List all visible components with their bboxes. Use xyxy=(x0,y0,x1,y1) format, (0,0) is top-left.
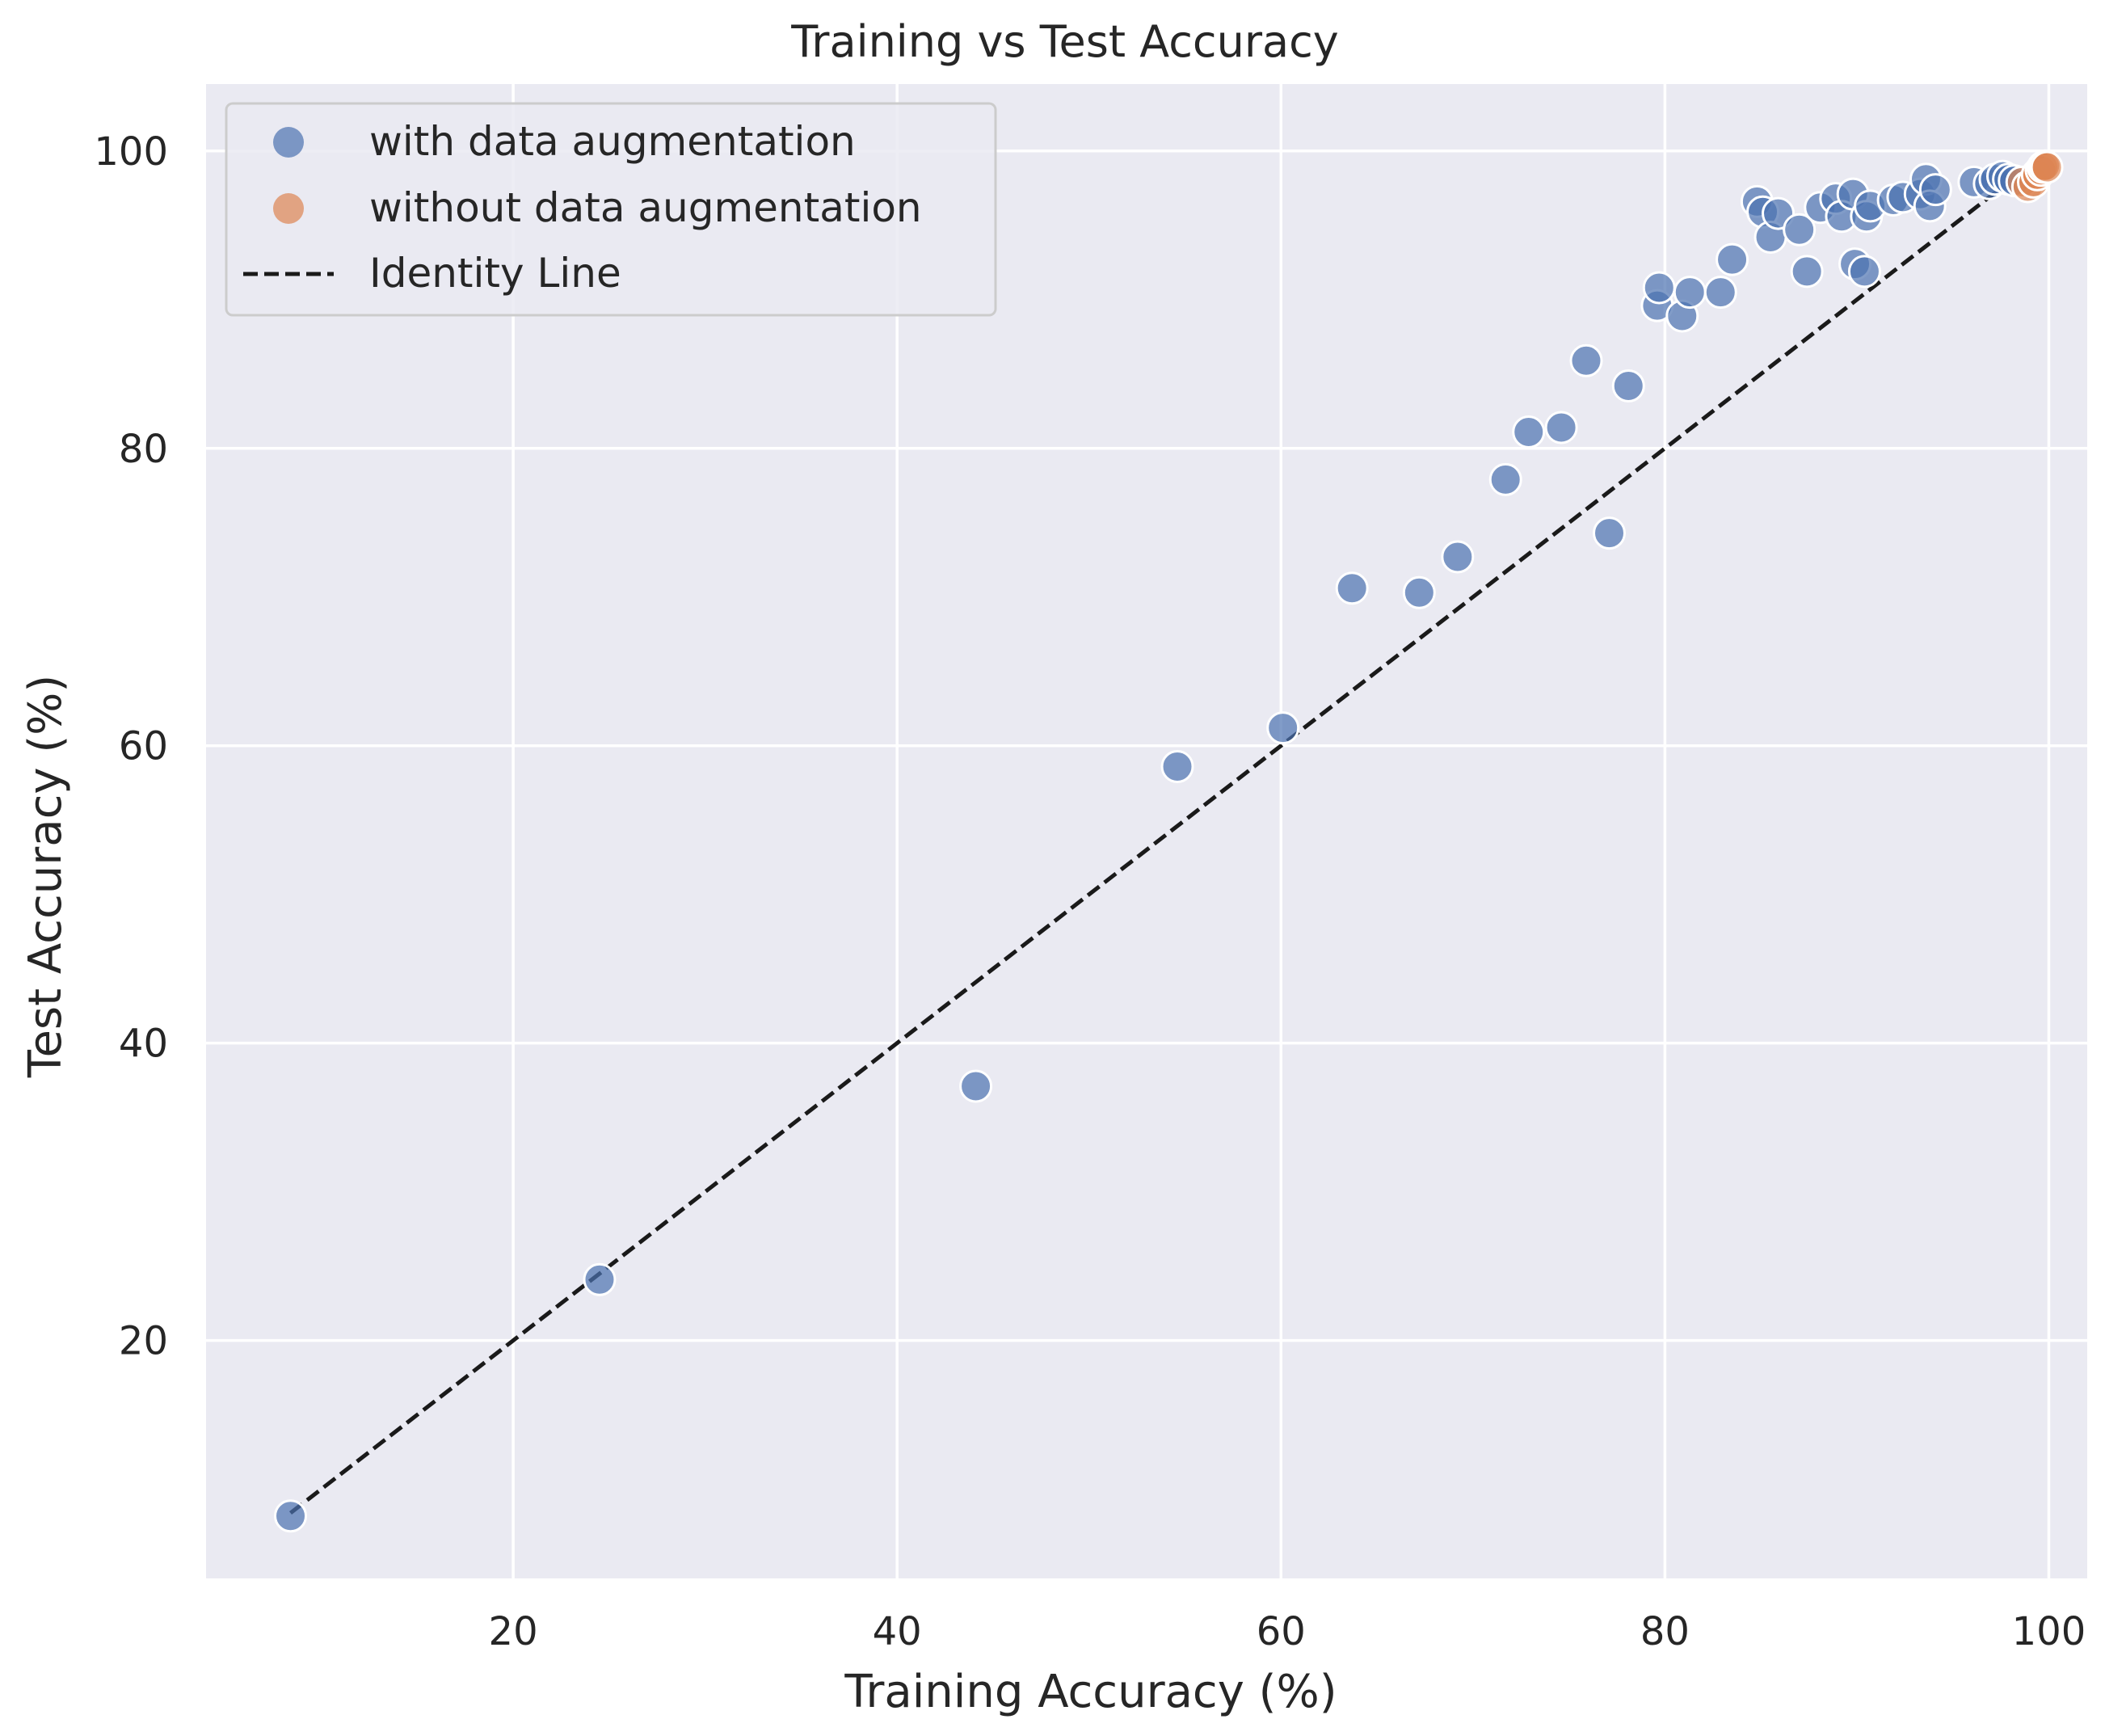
chart-title: Training vs Test Accuracy xyxy=(790,16,1339,67)
data-point-with-aug xyxy=(583,1262,617,1296)
y-axis-label: Test Accuracy (%) xyxy=(19,675,72,1078)
data-points xyxy=(274,149,2064,1533)
data-point-with-aug xyxy=(1592,516,1626,550)
data-point-with-aug xyxy=(274,1499,308,1533)
plot-background xyxy=(206,84,2087,1578)
legend: with data augmentation without data augm… xyxy=(225,102,997,317)
data-point-with-aug xyxy=(1783,213,1817,246)
x-tick-label: 80 xyxy=(1640,1609,1690,1654)
data-point-with-aug xyxy=(959,1069,993,1103)
x-tick-label: 40 xyxy=(873,1609,922,1654)
y-tick-label: 100 xyxy=(94,129,168,175)
y-tick-label: 40 xyxy=(119,1022,168,1067)
data-point-with-aug xyxy=(1703,276,1737,310)
data-point-with-aug xyxy=(1512,415,1546,449)
data-point-with-aug xyxy=(1488,462,1522,496)
legend-box xyxy=(225,102,997,317)
data-point-with-aug xyxy=(1441,540,1475,574)
data-point-with-aug xyxy=(1673,276,1707,310)
data-point-with-aug xyxy=(1790,255,1824,289)
x-tick-label: 60 xyxy=(1257,1609,1306,1654)
legend-marker-with-aug xyxy=(273,127,304,158)
identity-line xyxy=(288,149,2051,1515)
legend-marker-without-aug xyxy=(273,193,304,224)
tick-labels: 20 40 60 80 100 20 40 60 80 100 xyxy=(94,129,2086,1654)
data-point-with-aug xyxy=(1544,411,1578,445)
grid-lines xyxy=(206,84,2087,1578)
data-point-with-aug xyxy=(1569,343,1603,377)
legend-label-with-aug: with data augmentation xyxy=(369,118,856,165)
data-point-with-aug xyxy=(1847,255,1881,289)
legend-label-without-aug: without data augmentation xyxy=(369,184,922,231)
data-point-with-aug xyxy=(1611,369,1645,402)
data-point-with-aug xyxy=(1335,571,1369,605)
identity-line-group xyxy=(288,149,2051,1515)
x-tick-label: 20 xyxy=(489,1609,538,1654)
y-tick-label: 80 xyxy=(119,427,168,472)
data-point-with-aug xyxy=(1402,575,1436,609)
x-tick-label: 100 xyxy=(2012,1609,2086,1654)
x-axis-label: Training Accuracy (%) xyxy=(844,1666,1337,1718)
data-point-with-aug xyxy=(1642,271,1676,305)
data-point-with-aug xyxy=(1918,173,1952,207)
legend-label-identity: Identity Line xyxy=(369,250,621,297)
data-point-with-aug xyxy=(1716,242,1749,276)
data-point-without-aug xyxy=(2030,150,2064,184)
data-point-with-aug xyxy=(1160,749,1194,783)
y-tick-label: 60 xyxy=(119,724,168,769)
y-tick-label: 20 xyxy=(119,1319,168,1364)
data-point-with-aug xyxy=(1266,711,1300,745)
